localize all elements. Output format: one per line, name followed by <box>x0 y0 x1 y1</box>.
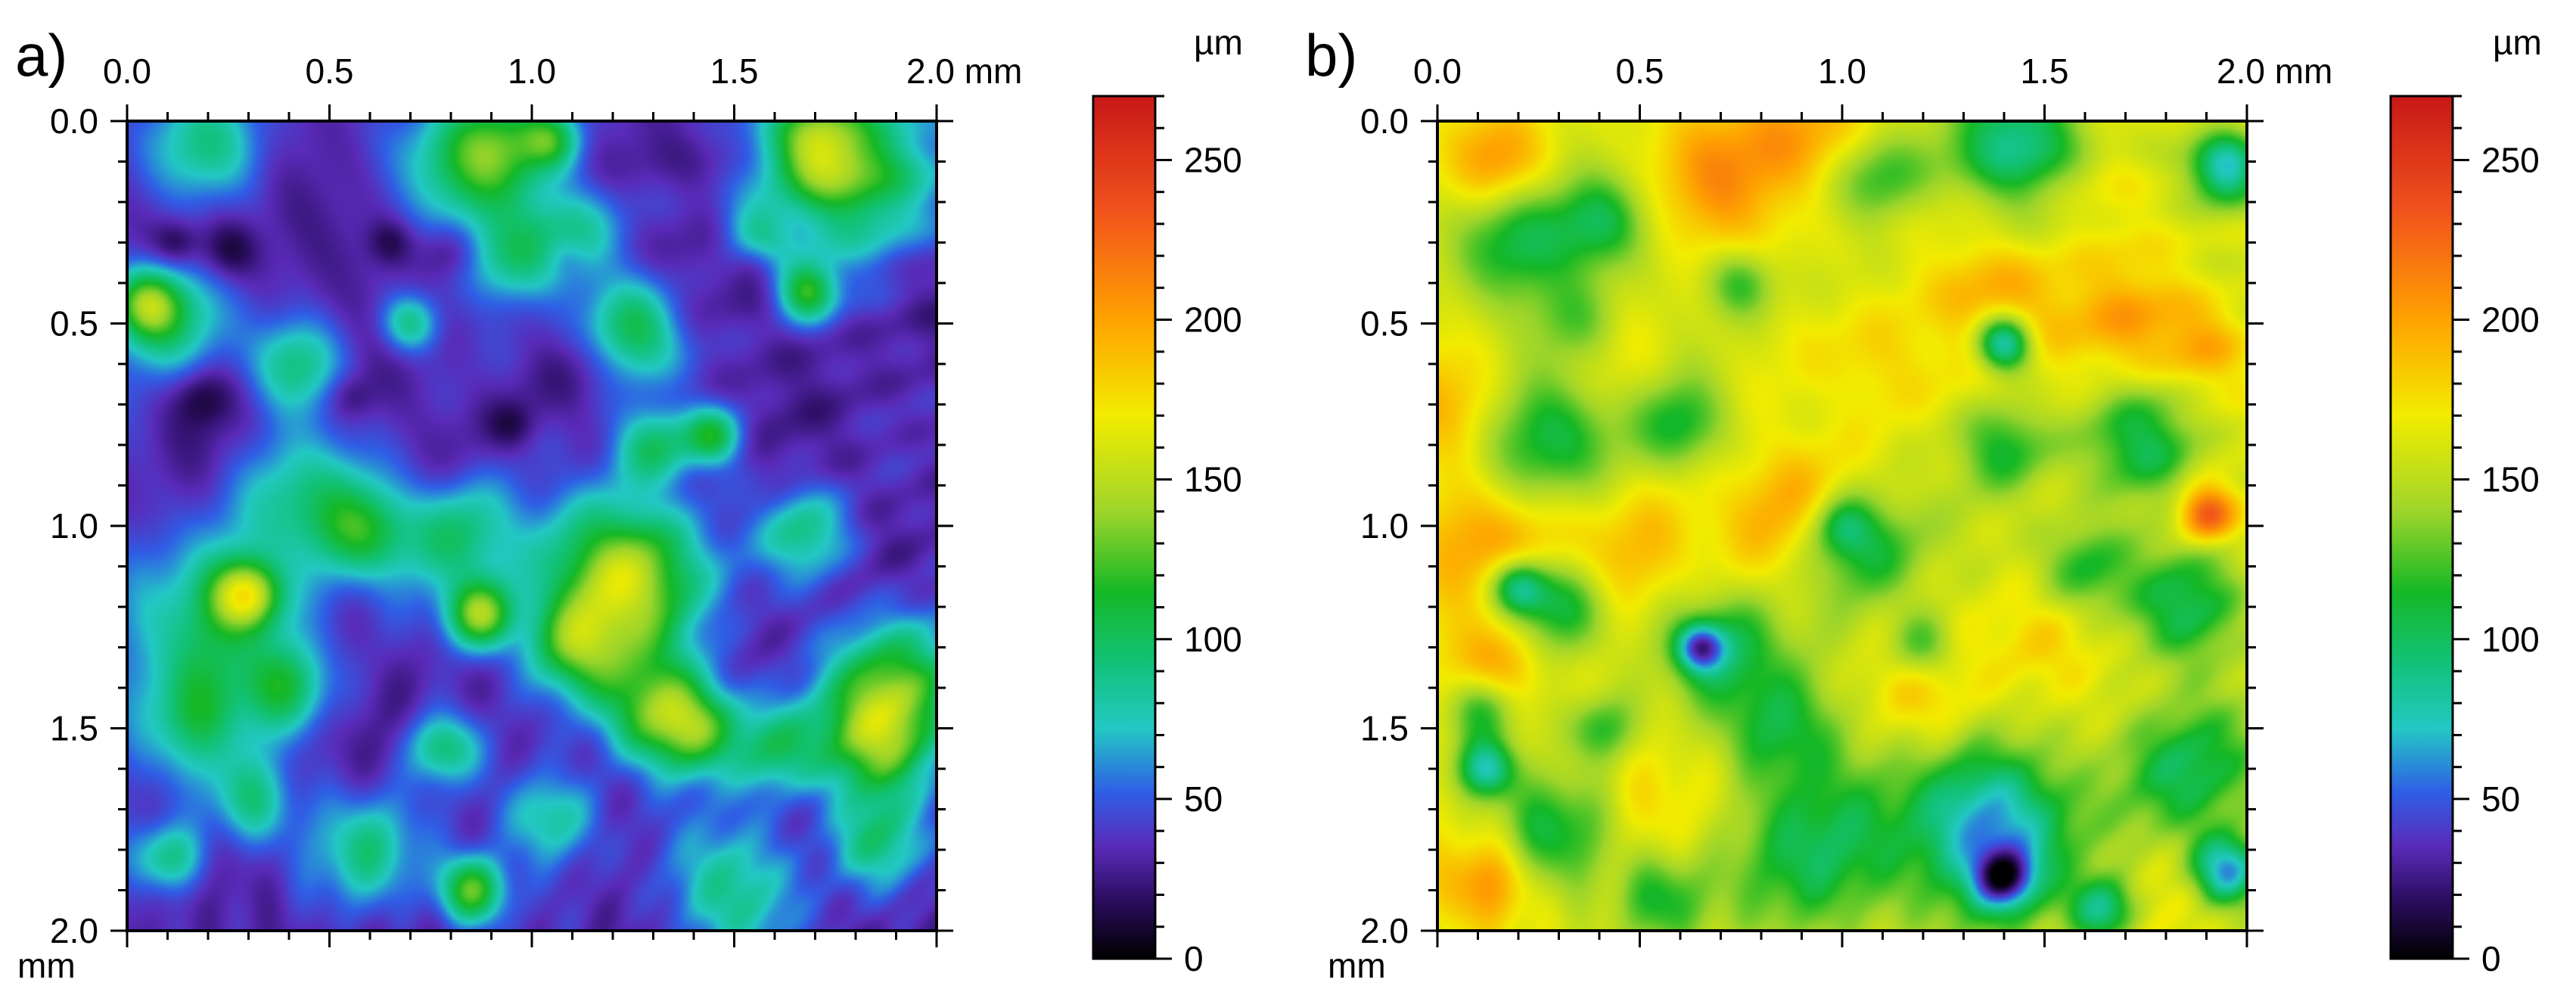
y-tick-label: 0.5 <box>50 304 98 344</box>
y-axis-unit: mm <box>17 946 76 985</box>
x-tick-label: 1.5 <box>2021 51 2069 91</box>
colorbar <box>1092 95 1157 960</box>
colorbar-ticks <box>1155 95 1172 960</box>
colorbar-tick-label: 100 <box>1184 620 1242 659</box>
axis-ticks <box>110 104 953 947</box>
y-tick-label: 2.0 <box>1360 911 1409 950</box>
colorbar-tick-label: 200 <box>2481 300 2540 340</box>
x-tick-label: 1.5 <box>710 51 759 91</box>
y-tick-label: 0.0 <box>1360 101 1409 141</box>
colorbar-tick-label: 150 <box>2481 460 2540 499</box>
y-tick-label: 0.5 <box>1360 304 1409 344</box>
panel-a: 0.0 0.5 1.0 1.5 2.0 mm 0.0 0.5 1.0 1.5 2.0mm a) 0 50… <box>15 22 1243 985</box>
colorbar-tick-label: 150 <box>1184 460 1242 499</box>
y-axis-unit: mm <box>1328 946 1386 985</box>
colorbar-tick-label: 50 <box>2481 779 2520 819</box>
axis-ticks <box>1421 104 2264 947</box>
colorbar-tick-label: 250 <box>1184 140 1242 179</box>
x-tick-label: 0.5 <box>1616 51 1664 91</box>
colorbar-tick-label: 250 <box>2481 140 2540 179</box>
panel-b: 0.0 0.5 1.0 1.5 2.0 mm 0.0 0.5 1.0 1.5 2.0mm b) 0 50… <box>1305 22 2542 985</box>
height-map <box>127 121 937 931</box>
colorbar-tick-label: 200 <box>1184 300 1242 340</box>
y-tick-label: 1.5 <box>50 709 98 748</box>
y-tick-label: 1.0 <box>1360 506 1409 546</box>
colorbar-tick-label: 0 <box>2481 939 2501 978</box>
colorbar-tick-label: 100 <box>2481 620 2540 659</box>
x-tick-label: 2.0 mm <box>906 51 1022 91</box>
y-tick-label: 1.0 <box>50 506 98 546</box>
colorbar-tick-label: 50 <box>1184 779 1223 819</box>
x-tick-label: 0.0 <box>103 51 151 91</box>
x-tick-label: 0.5 <box>306 51 354 91</box>
y-tick-label: 0.0 <box>50 101 98 141</box>
x-tick-label: 1.0 <box>508 51 556 91</box>
colorbar-unit: µm <box>1194 23 1243 62</box>
x-tick-label: 2.0 mm <box>2217 51 2332 91</box>
x-tick-label: 1.0 <box>1818 51 1866 91</box>
colorbar-tick-label: 0 <box>1184 939 1204 978</box>
panel-label: a) <box>15 22 67 89</box>
panel-label: b) <box>1305 22 1357 89</box>
colorbar-ticks <box>2453 95 2469 960</box>
y-tick-label: 1.5 <box>1360 709 1409 748</box>
x-tick-label: 0.0 <box>1413 51 1462 91</box>
colorbar <box>2389 95 2454 960</box>
y-tick-label: 2.0 <box>50 911 98 950</box>
colorbar-unit: µm <box>2493 23 2542 62</box>
height-map <box>1437 121 2247 931</box>
